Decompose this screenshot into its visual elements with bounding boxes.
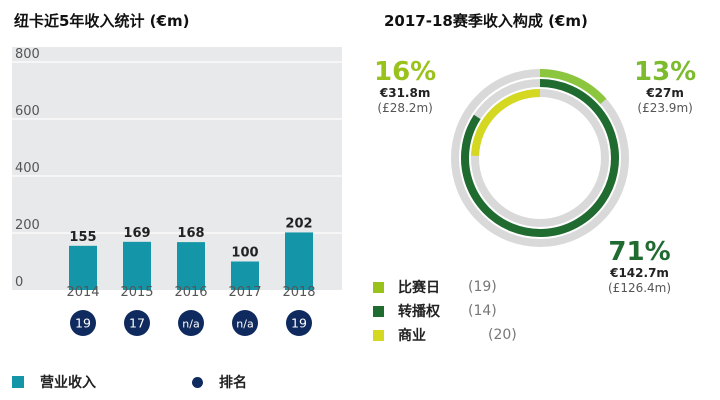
x-tick-label: 2015 <box>120 285 153 300</box>
rank-legend-label: 排名 <box>219 375 247 391</box>
callout-matchday: 16% €31.8m (£28.2m) <box>374 58 436 116</box>
ring-chart-title: 2017-18赛季收入构成 (€m) <box>384 12 588 30</box>
matchday-swatch <box>373 281 384 293</box>
rank-badge <box>70 310 96 336</box>
y-tick-label: 0 <box>15 275 23 290</box>
x-tick-label: 2014 <box>66 285 99 300</box>
rank-badge <box>232 310 258 336</box>
revenue-swatch <box>12 376 24 388</box>
bar <box>123 241 151 290</box>
bar <box>177 242 205 290</box>
bar-value-label: 100 <box>231 246 258 261</box>
bar-value-label: 169 <box>123 226 150 241</box>
matchday-eur: €31.8m <box>379 86 431 100</box>
bar <box>231 261 259 290</box>
commercial-label: 商业 <box>398 328 426 344</box>
matchday-gbp: (£28.2m) <box>377 101 433 115</box>
bar-value-label: 155 <box>69 230 96 245</box>
matchday-label: 比赛日 <box>398 280 440 296</box>
y-tick-label: 200 <box>15 218 40 233</box>
broadcasting-gbp: (£126.4m) <box>608 281 672 295</box>
broadcasting-rank: (14) <box>468 303 497 319</box>
ring-matchday-arc <box>471 89 541 157</box>
rank-badge-label: n/a <box>236 318 253 331</box>
ring-track <box>471 89 609 227</box>
x-tick-label: 2016 <box>174 285 207 300</box>
bar-value-label: 202 <box>285 216 312 231</box>
legend-item-commercial: 商业 (20) <box>373 325 517 345</box>
rank-badge-label: n/a <box>182 318 199 331</box>
x-tick-label: 2017 <box>228 285 261 300</box>
rank-badge-label: 17 <box>129 316 145 331</box>
y-tick-label: 600 <box>15 104 40 119</box>
broadcasting-label: 转播权 <box>398 304 440 320</box>
bar <box>285 232 313 290</box>
legend-item-rank: 排名 <box>192 372 247 392</box>
callout-commercial: 13% €27m (£23.9m) <box>634 58 696 116</box>
rank-badge-label: 19 <box>75 316 91 331</box>
callout-broadcasting: 71% €142.7m (£126.4m) <box>608 238 671 296</box>
broadcasting-percent: 71% <box>608 237 671 267</box>
revenue-legend-label: 营业收入 <box>40 375 96 391</box>
matchday-percent: 16% <box>374 57 437 87</box>
commercial-rank: (20) <box>488 327 517 343</box>
ring-commercial-arc <box>539 69 607 105</box>
bar-chart: 0 200 400 600 800 155 2014 19 169 2015 17 168 2016 n/… <box>12 47 342 336</box>
bar-value-label: 168 <box>177 226 204 241</box>
commercial-eur: €27m <box>646 86 684 100</box>
rank-badge <box>178 310 204 336</box>
ring-broadcasting-arc <box>461 79 619 237</box>
bar <box>69 245 97 290</box>
x-tick-label: 2018 <box>282 285 315 300</box>
rank-badge-label: 19 <box>291 316 307 331</box>
ring-chart <box>451 69 629 247</box>
y-tick-label: 400 <box>15 161 40 176</box>
rank-badge <box>286 310 312 336</box>
y-tick-label: 800 <box>15 47 40 62</box>
broadcasting-eur: €142.7m <box>610 266 669 280</box>
rank-dot-icon <box>192 376 203 388</box>
commercial-percent: 13% <box>634 57 697 87</box>
matchday-rank: (19) <box>468 279 497 295</box>
legend-item-revenue: 营业收入 <box>12 372 96 392</box>
rank-badge <box>124 310 150 336</box>
commercial-swatch <box>373 329 384 341</box>
broadcasting-swatch <box>373 305 384 317</box>
legend-item-matchday: 比赛日 (19) <box>373 277 497 297</box>
bar-chart-title: 纽卡近5年收入统计 (€m) <box>14 12 190 30</box>
commercial-gbp: (£23.9m) <box>637 101 693 115</box>
legend-item-broadcasting: 转播权 (14) <box>373 301 497 321</box>
